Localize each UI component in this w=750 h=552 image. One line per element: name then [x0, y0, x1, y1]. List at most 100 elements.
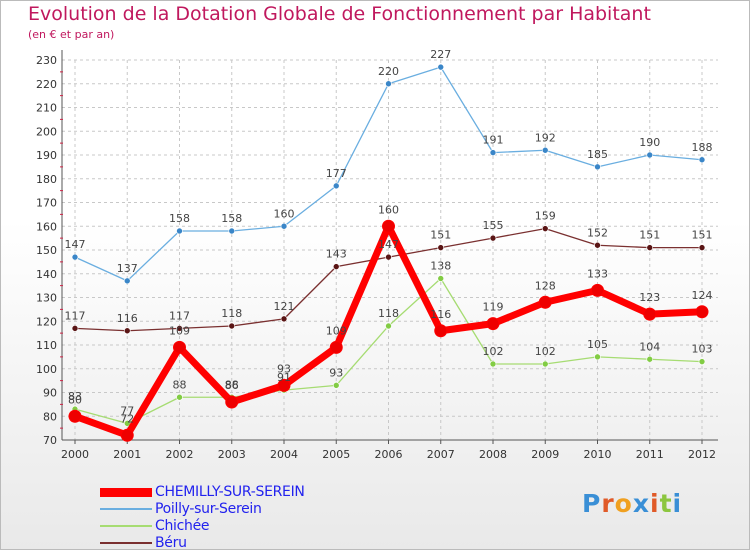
data-label: 128 [535, 279, 556, 292]
data-point [489, 360, 497, 368]
data-label: 151 [639, 229, 660, 242]
data-label: 102 [535, 345, 556, 358]
y-tick-label: 90 [43, 387, 57, 400]
axes: 7080901001101201301401501601701801902002… [36, 50, 718, 461]
data-label: 80 [68, 393, 82, 406]
data-point [434, 324, 448, 338]
data-label: 118 [221, 307, 242, 320]
data-label: 105 [587, 338, 608, 351]
data-point [332, 382, 340, 389]
x-tick-label: 2000 [61, 448, 89, 461]
data-point [71, 325, 79, 332]
data-label: 192 [535, 131, 556, 144]
data-label: 185 [587, 148, 608, 161]
legend-label: Poilly-sur-Serein [155, 501, 262, 517]
data-label: 133 [587, 267, 608, 280]
x-tick-label: 2010 [584, 448, 612, 461]
y-tick-label: 180 [36, 173, 57, 186]
x-tick-label: 2011 [636, 448, 664, 461]
data-label: 77 [120, 404, 134, 417]
data-label: 227 [430, 48, 451, 61]
data-label: 188 [692, 141, 713, 154]
data-label: 109 [169, 324, 190, 337]
data-point [437, 63, 445, 71]
data-point [385, 253, 392, 261]
y-tick-label: 200 [36, 125, 57, 138]
y-tick-label: 130 [36, 292, 57, 305]
x-tick-label: 2007 [427, 448, 455, 461]
data-point [646, 244, 654, 251]
data-label: 86 [225, 379, 239, 392]
legend-label: Béru [155, 535, 187, 551]
data-point [643, 307, 657, 321]
x-tick-label: 2004 [270, 448, 298, 461]
data-label: 191 [483, 134, 504, 147]
data-point [698, 156, 706, 164]
data-label: 137 [117, 262, 138, 275]
logo-letter: i [650, 489, 660, 518]
y-tick-label: 160 [36, 220, 57, 233]
data-point [646, 151, 654, 159]
y-tick-label: 100 [36, 363, 57, 376]
data-labels: 147 137 158 158 160 177 220 227 191 192 185 190 188 1… [65, 48, 713, 425]
data-label: 151 [430, 229, 451, 242]
y-tick-label: 140 [36, 268, 57, 281]
legend-swatch [100, 508, 152, 510]
data-label: 143 [326, 248, 347, 261]
data-point [225, 395, 239, 409]
data-label: 190 [639, 136, 660, 149]
data-label: 103 [692, 343, 713, 356]
logo-letter: o [614, 489, 633, 518]
data-label: 93 [277, 362, 291, 375]
data-label: 160 [274, 207, 295, 220]
x-tick-label: 2002 [166, 448, 194, 461]
data-point [698, 358, 706, 365]
data-point [385, 80, 392, 88]
data-point [698, 244, 706, 251]
data-label: 158 [169, 212, 190, 225]
data-label: 220 [378, 65, 399, 78]
data-point [176, 393, 183, 401]
y-tick-label: 210 [36, 102, 57, 115]
logo-letter: x [632, 489, 650, 518]
data-point [591, 283, 604, 297]
y-tick-label: 80 [43, 410, 57, 423]
data-point [123, 327, 131, 335]
data-point [385, 322, 392, 330]
y-tick-label: 110 [36, 339, 57, 352]
logo-letter: r [601, 489, 615, 518]
data-label: 138 [430, 260, 451, 273]
data-label: 104 [639, 340, 660, 353]
data-point [68, 409, 82, 423]
logo-letter: P [582, 489, 602, 518]
data-point [280, 222, 288, 230]
chart-title: Evolution de la Dotation Globale de Fonc… [28, 3, 651, 25]
data-label: 116 [117, 312, 138, 325]
data-point [437, 275, 445, 282]
y-tick-label: 230 [36, 54, 57, 67]
data-point [486, 317, 500, 331]
data-point [277, 378, 291, 392]
x-tick-label: 2006 [375, 448, 403, 461]
data-point [173, 340, 186, 354]
y-tick-label: 190 [36, 149, 57, 162]
data-label: 102 [483, 345, 504, 358]
data-label: 93 [329, 366, 343, 379]
legend-swatch [100, 525, 152, 527]
x-tick-label: 2005 [322, 448, 350, 461]
data-point [228, 227, 236, 235]
y-tick-label: 70 [43, 434, 57, 447]
data-point [123, 277, 131, 285]
data-label: 147 [378, 238, 399, 251]
y-tick-label: 150 [36, 244, 57, 257]
data-label: 121 [274, 300, 295, 313]
y-tick-label: 220 [36, 78, 57, 91]
x-tick-label: 2008 [479, 448, 507, 461]
data-label: 88 [173, 378, 187, 391]
data-point [695, 305, 709, 319]
data-point [489, 149, 497, 156]
data-point [332, 182, 340, 190]
data-point [594, 241, 601, 249]
data-point [646, 355, 654, 363]
